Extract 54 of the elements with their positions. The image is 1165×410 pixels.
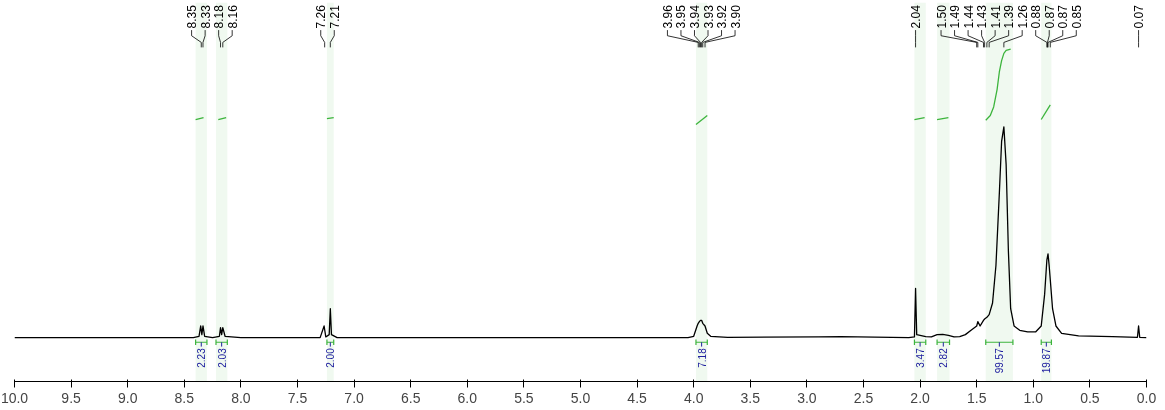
annotation: 1.43 xyxy=(975,4,990,29)
x-tick-label: 8.0 xyxy=(231,389,251,406)
x-tick-label: 3.0 xyxy=(797,389,817,406)
band-label: 3.47 xyxy=(915,347,927,368)
annotation: 1.26 xyxy=(1015,4,1030,29)
annotation: 1.44 xyxy=(961,4,976,29)
annotation: 3.93 xyxy=(701,4,716,29)
x-tick-label: 2.0 xyxy=(910,389,931,406)
band-label: 2.82 xyxy=(938,347,950,368)
x-tick-label: 1.5 xyxy=(966,389,987,406)
annotation: 3.94 xyxy=(687,4,702,29)
annotation: 1.39 xyxy=(1002,4,1017,29)
annotation: 8.33 xyxy=(198,4,213,29)
band-label: 2.00 xyxy=(325,347,337,368)
x-tick-label: 4.0 xyxy=(683,389,704,406)
annotation: 0.88 xyxy=(1029,4,1044,29)
annotation: 8.18 xyxy=(212,4,227,29)
annotation: 3.90 xyxy=(728,4,743,29)
annotation: 3.96 xyxy=(660,4,675,29)
annotation: 0.07 xyxy=(1132,4,1147,29)
x-tick-label: 7.0 xyxy=(344,389,365,406)
x-tick-label: 8.5 xyxy=(174,389,195,406)
x-tick-label: 9.5 xyxy=(61,389,82,406)
x-tick-label: 6.5 xyxy=(400,389,421,406)
annotation: 8.16 xyxy=(225,4,240,29)
annotation: 1.50 xyxy=(934,4,949,29)
x-tick-label: 7.5 xyxy=(287,389,308,406)
x-tick-label: 4.5 xyxy=(627,389,648,406)
x-tick-label: 6.0 xyxy=(457,389,478,406)
x-tick-label: 10.0 xyxy=(0,389,29,406)
band-label: 2.03 xyxy=(216,347,228,368)
x-tick-label: 5.0 xyxy=(570,389,591,406)
annotation: 0.87 xyxy=(1056,4,1071,29)
annotation: 3.95 xyxy=(674,4,689,29)
annotation: 1.49 xyxy=(948,4,963,29)
x-tick-label: 1.0 xyxy=(1023,389,1044,406)
x-tick-label: 3.5 xyxy=(740,389,761,406)
x-tick-label: 0.0 xyxy=(1136,389,1157,406)
annotation: 1.41 xyxy=(988,4,1003,29)
annotation: 0.85 xyxy=(1069,4,1084,29)
annotation: 7.26 xyxy=(314,4,329,29)
annotation: 2.04 xyxy=(909,4,924,29)
band-label: 19.87 xyxy=(1041,347,1053,374)
annotation: 3.92 xyxy=(715,4,730,29)
annotation: 7.21 xyxy=(327,4,342,29)
x-tick-label: 2.5 xyxy=(853,389,874,406)
band-label: 7.18 xyxy=(696,347,708,368)
x-tick-label: 0.5 xyxy=(1080,389,1100,406)
x-tick-label: 9.0 xyxy=(117,389,138,406)
annotation: 0.87 xyxy=(1042,4,1057,29)
band-label: 2.23 xyxy=(196,347,208,368)
x-tick-label: 5.5 xyxy=(514,389,534,406)
band-label: 99.57 xyxy=(994,347,1006,374)
annotation: 8.35 xyxy=(185,4,200,29)
